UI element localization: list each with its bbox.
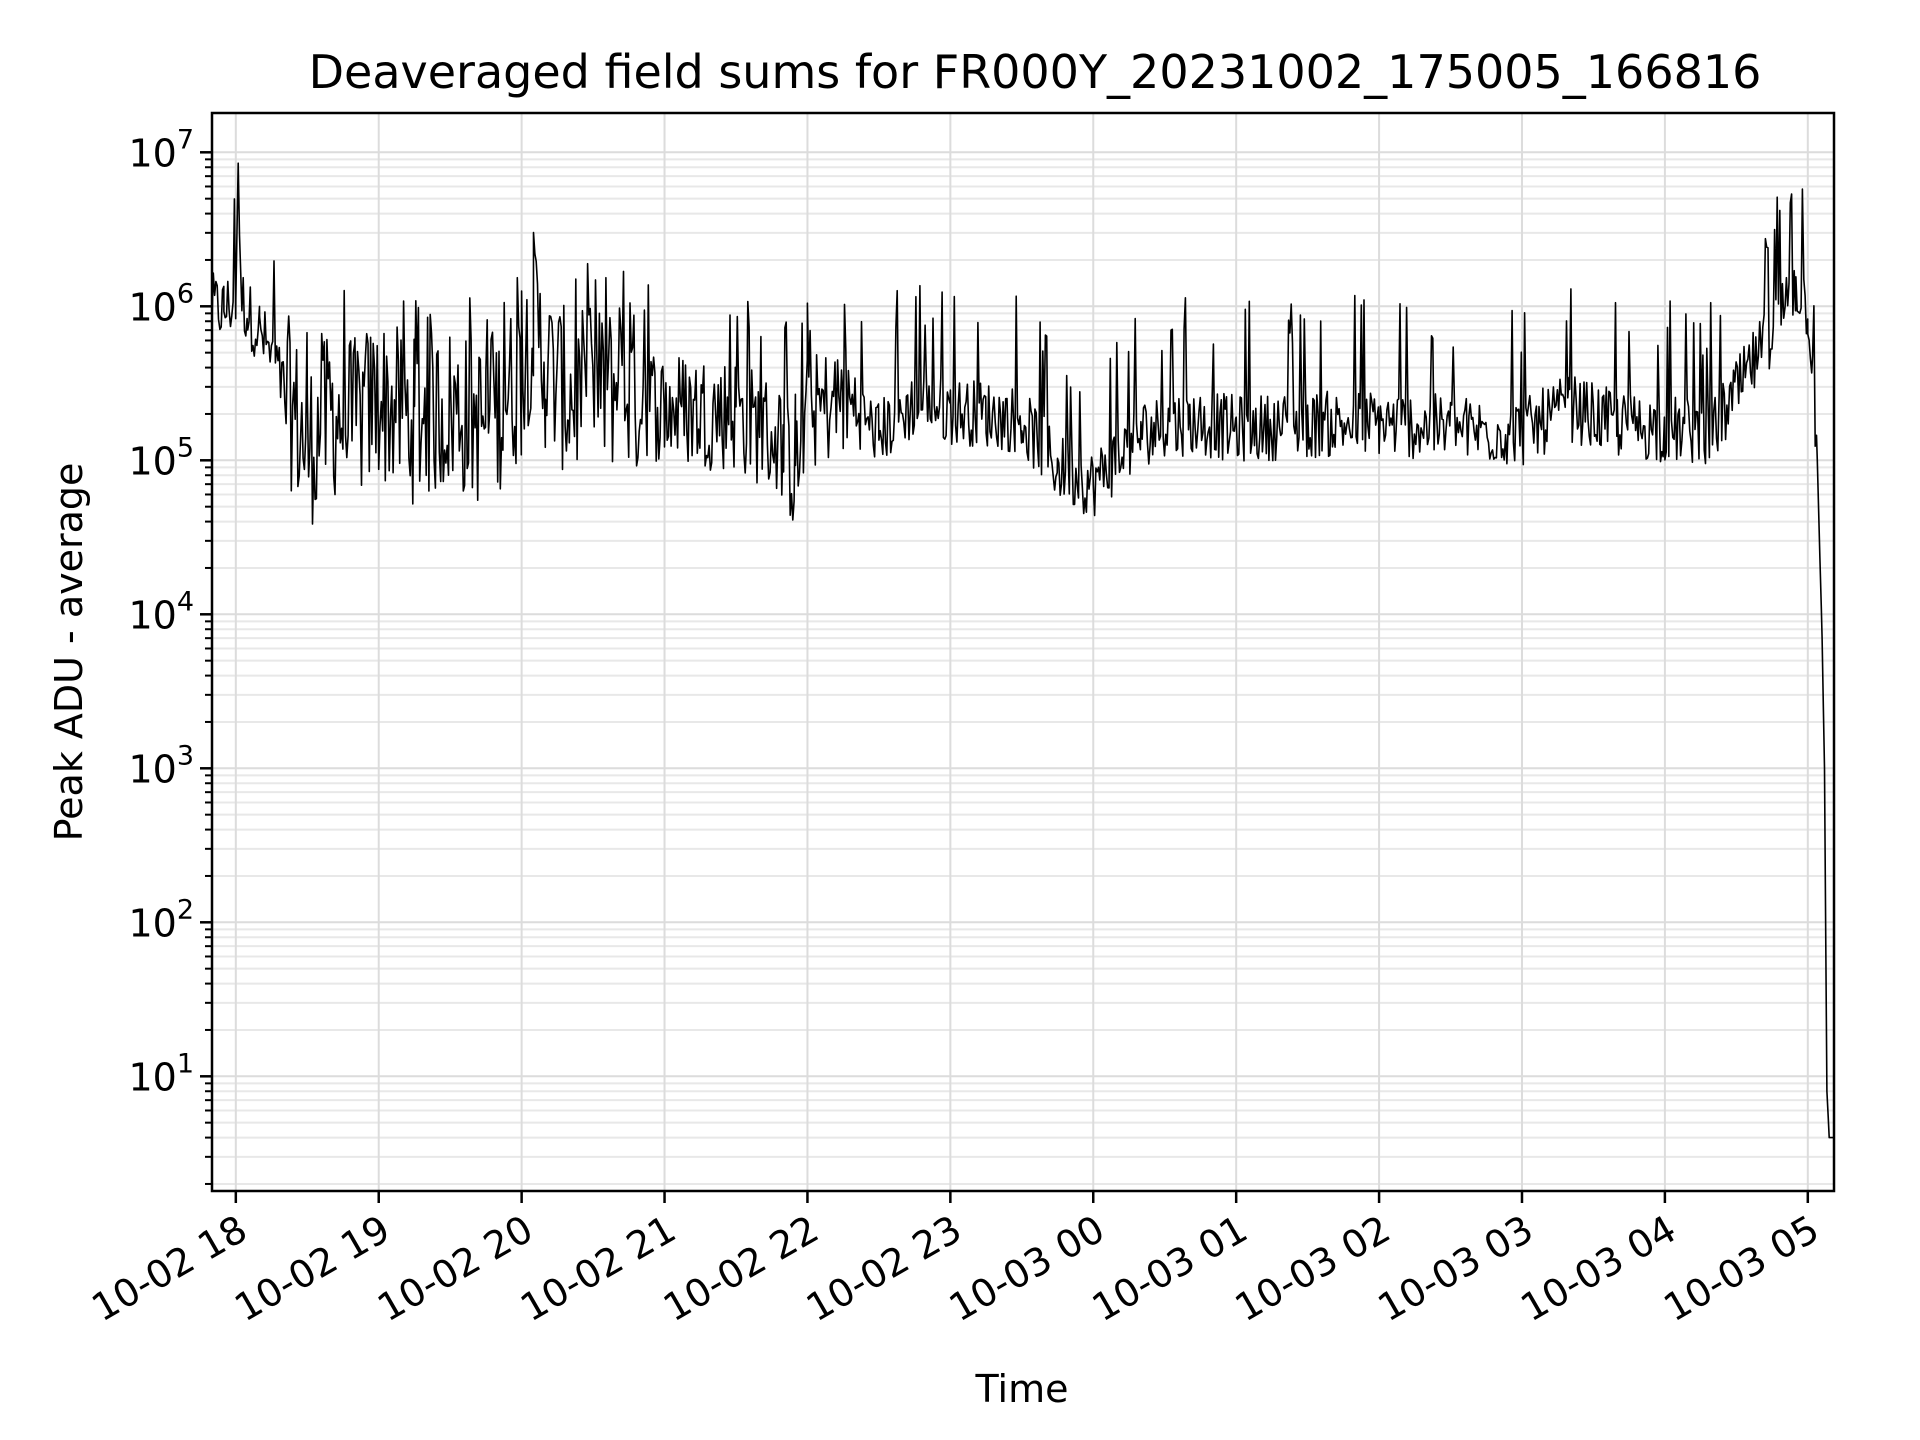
- series-line-0: [211, 162, 1834, 1139]
- x-axis-label: Time: [975, 1367, 1069, 1411]
- plot-series-group: [211, 162, 1834, 1139]
- y-tick-label: 106: [128, 278, 194, 329]
- y-tick-label: 103: [128, 740, 194, 791]
- y-axis-ticks: 101 102 103 104 105 106 107: [128, 124, 212, 1185]
- y-tick-label: 104: [128, 586, 194, 637]
- plot-frame: [210, 111, 1836, 1193]
- y-axis-label: Peak ADU - average: [47, 463, 91, 842]
- y-tick-label: 102: [128, 894, 194, 945]
- chart-title: Deaveraged field sums for FR000Y_2023100…: [309, 45, 1762, 99]
- y-tick-label: 105: [128, 432, 194, 483]
- gridlines: [212, 113, 1834, 1191]
- y-tick-label: 107: [128, 124, 194, 175]
- y-tick-label: 101: [128, 1048, 194, 1099]
